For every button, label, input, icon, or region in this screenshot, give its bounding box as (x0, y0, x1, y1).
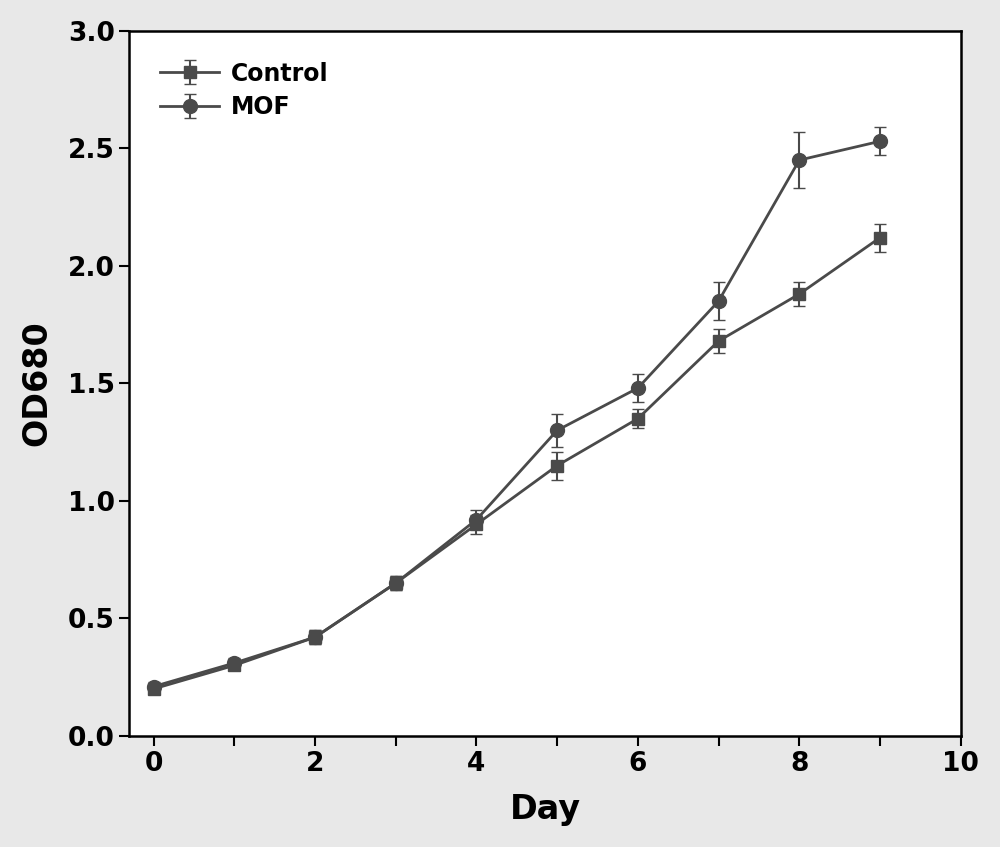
Legend: Control, MOF: Control, MOF (141, 42, 347, 138)
X-axis label: Day: Day (510, 793, 581, 826)
Y-axis label: OD680: OD680 (21, 320, 54, 446)
